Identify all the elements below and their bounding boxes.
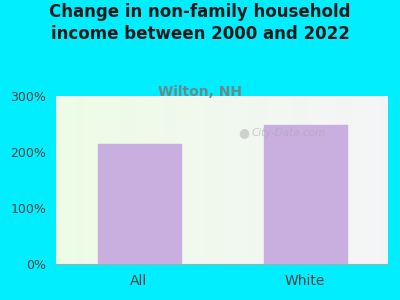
- Bar: [98, 144, 180, 264]
- Bar: [264, 125, 346, 264]
- Text: City-Data.com: City-Data.com: [251, 128, 326, 138]
- Text: Wilton, NH: Wilton, NH: [158, 85, 242, 100]
- Text: ●: ●: [238, 127, 249, 140]
- Text: Change in non-family household
income between 2000 and 2022: Change in non-family household income be…: [49, 3, 351, 43]
